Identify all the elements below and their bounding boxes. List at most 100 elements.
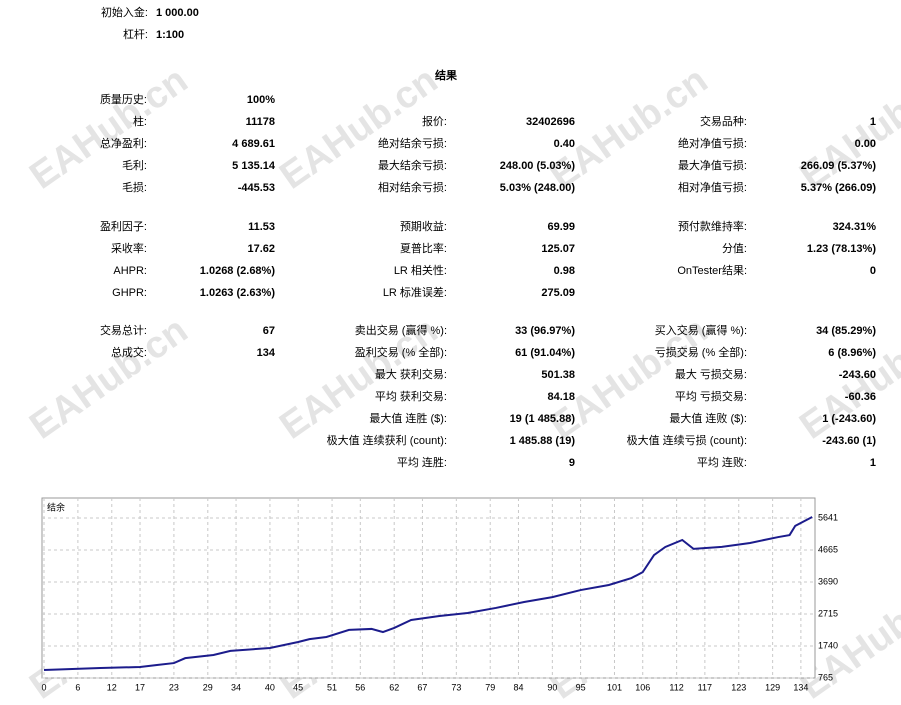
stat-label: 最大 获利交易: [375, 367, 447, 381]
stat-value: 324.31% [833, 221, 877, 233]
legend-label: 结余 [47, 501, 65, 512]
stat-value: 275.09 [541, 287, 575, 299]
stat-label: 买入交易 (赢得 %): [655, 323, 747, 337]
stat-label: 盈利交易 (% 全部): [355, 345, 447, 359]
stat-value: 1 485.88 (19) [510, 435, 576, 447]
results-title: 结果 [434, 68, 457, 82]
stat-value: -60.36 [845, 391, 876, 403]
x-tick-label: 40 [265, 682, 275, 692]
stat-value: 0.00 [855, 138, 876, 150]
stat-value: 34 (85.29%) [816, 325, 876, 337]
stat-value: 4 689.61 [232, 138, 275, 150]
stat-label: 柱: [133, 114, 147, 128]
stat-label: 报价: [422, 114, 447, 128]
stat-value: 0 [870, 265, 876, 277]
stat-label: 最大值 连败 ($): [669, 411, 747, 425]
stat-value: 61 (91.04%) [515, 347, 575, 359]
stat-value: 1 [870, 116, 876, 128]
x-tick-label: 0 [41, 682, 46, 692]
stat-value: 248.00 (5.03%) [500, 160, 576, 172]
y-tick-label: 1740 [818, 640, 838, 650]
y-tick-label: 2715 [818, 608, 838, 618]
x-tick-label: 67 [417, 682, 427, 692]
x-tick-label: 45 [293, 682, 303, 692]
stat-value: 5 135.14 [232, 160, 276, 172]
stat-label: 盈利因子: [100, 220, 147, 233]
stat-label: 采收率: [111, 241, 147, 255]
stat-value: 125.07 [541, 243, 575, 255]
y-tick-label: 4665 [818, 544, 838, 554]
x-tick-label: 23 [169, 682, 179, 692]
stat-label: 毛损: [122, 180, 147, 194]
stat-label: LR 标准误差: [383, 285, 447, 299]
x-tick-label: 112 [669, 682, 683, 692]
x-tick-label: 123 [731, 682, 746, 692]
x-tick-label: 90 [547, 682, 557, 692]
stat-label: 卖出交易 (赢得 %): [355, 323, 447, 337]
x-tick-label: 6 [75, 682, 80, 692]
stat-label: 最大结余亏损: [378, 158, 447, 172]
x-tick-label: 51 [327, 682, 337, 692]
stat-label: 绝对净值亏损: [678, 136, 747, 150]
stat-label: 相对结余亏损: [378, 180, 447, 194]
watermark: EAHub.cn [272, 59, 445, 198]
header-label: 杠杆: [123, 27, 148, 41]
stat-label: 平均 连胜: [397, 455, 447, 469]
stat-value: 11.53 [248, 221, 275, 233]
stat-value: 266.09 (5.37%) [801, 160, 877, 172]
stat-label: 预付款维持率: [678, 219, 747, 233]
stat-value: 134 [257, 347, 276, 359]
stat-value: 69.99 [547, 221, 575, 233]
stat-label: 极大值 连续亏损 (count): [627, 433, 747, 447]
stat-value: 1 [870, 457, 876, 469]
x-tick-label: 17 [135, 682, 145, 692]
stat-label: LR 相关性: [394, 263, 447, 277]
stat-label: OnTester结果: [677, 264, 747, 277]
stat-label: 交易品种: [700, 114, 747, 128]
y-tick-label: 5641 [818, 512, 838, 522]
stat-value: 19 (1 485.88) [510, 413, 576, 425]
watermark: EAHub.cn [792, 59, 901, 198]
stat-value: 0.98 [554, 265, 575, 277]
watermark: EAHub.cn [22, 59, 195, 198]
x-tick-label: 29 [203, 682, 213, 692]
stat-value: 5.37% (266.09) [801, 182, 877, 194]
stat-value: 9 [569, 457, 575, 469]
stat-label: 分值: [722, 242, 747, 255]
stat-label: 亏损交易 (% 全部): [655, 345, 747, 359]
stat-label: 最大净值亏损: [678, 158, 747, 172]
stat-value: 84.18 [547, 391, 575, 403]
stat-label: 最大值 连胜 ($): [369, 411, 447, 425]
x-tick-label: 129 [765, 682, 780, 692]
watermark: EAHub.cn [542, 59, 715, 198]
stat-value: 33 (96.97%) [515, 325, 575, 337]
x-tick-label: 95 [576, 682, 586, 692]
stat-label: 总净盈利: [100, 136, 147, 150]
stat-label: 总成交: [111, 345, 147, 359]
stat-value: 501.38 [541, 369, 575, 381]
stat-label: 质量历史: [100, 93, 147, 106]
stat-label: 绝对结余亏损: [378, 136, 447, 150]
stat-value: 1.0263 (2.63%) [200, 287, 276, 299]
stat-label: 平均 亏损交易: [675, 389, 747, 403]
stat-value: 32402696 [526, 116, 575, 128]
x-tick-label: 34 [231, 682, 241, 692]
stat-value: 1 (-243.60) [822, 413, 876, 425]
stat-label: AHPR: [113, 265, 147, 277]
stat-value: 5.03% (248.00) [500, 182, 576, 194]
header-value: 1:100 [156, 29, 184, 41]
x-tick-label: 56 [355, 682, 365, 692]
x-tick-label: 106 [635, 682, 650, 692]
stat-label: 最大 亏损交易: [675, 367, 747, 381]
stat-value: 6 (8.96%) [828, 347, 876, 359]
stat-label: 夏普比率: [400, 241, 447, 255]
stat-value: 1.0268 (2.68%) [200, 265, 276, 277]
x-tick-label: 117 [698, 682, 712, 692]
stat-label: 平均 获利交易: [375, 389, 447, 403]
stat-value: 100% [247, 94, 275, 106]
stat-label: 平均 连败: [697, 455, 747, 469]
chart-frame [41, 497, 816, 679]
x-tick-label: 62 [389, 682, 399, 692]
stat-value: 67 [263, 325, 275, 337]
